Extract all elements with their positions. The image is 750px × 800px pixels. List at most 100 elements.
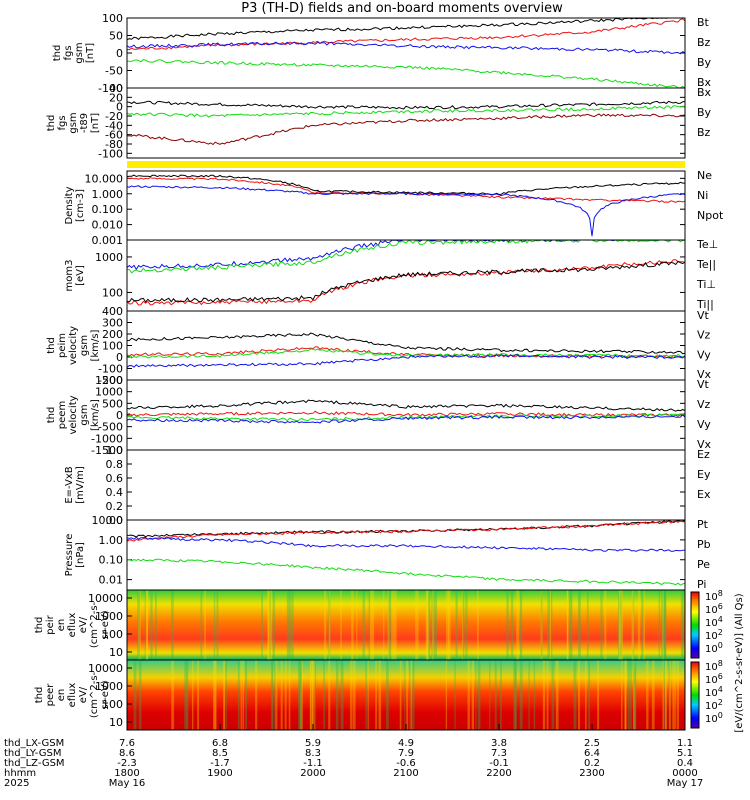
y-axis-label-line: eV/ — [78, 616, 89, 633]
y-axis-label-line: sr-eV) — [100, 610, 111, 639]
colorbar-tick-label: 106 — [705, 672, 723, 686]
legend-Bt: Bt — [697, 16, 710, 29]
spectrogram-stripe — [651, 660, 655, 730]
spectrogram-stripe — [356, 590, 358, 660]
legend-Bx: Bx — [697, 86, 712, 99]
spectrogram-stripe — [431, 590, 433, 660]
y-tick-label: -100 — [98, 363, 123, 376]
y-axis-label-line: gsm — [79, 335, 90, 356]
y-tick-label: 0.10 — [99, 554, 124, 567]
y-tick-label: 1000 — [95, 251, 123, 264]
legend-Ne: Ne — [697, 169, 712, 182]
colorbar-gradient — [690, 661, 700, 729]
spectrogram-stripe — [578, 590, 580, 660]
x-tick-label: 0000 — [672, 768, 697, 779]
x-tick-label: 2100 — [393, 768, 418, 779]
spectrogram-stripe — [409, 660, 411, 730]
y-axis-label: E=-VxB [mV/m] — [64, 466, 86, 504]
y-tick-label: -80 — [105, 138, 123, 151]
y-tick-label: 10.000 — [85, 172, 124, 185]
y-tick-label: 1.00 — [99, 534, 124, 547]
spectrogram-stripe — [216, 590, 219, 660]
y-tick-label: -40 — [105, 119, 123, 132]
spectrogram-stripe — [415, 590, 418, 660]
spectrogram-stripe — [646, 660, 649, 730]
spectrogram-stripe — [555, 660, 559, 730]
spectrogram-stripe — [664, 590, 667, 660]
legend-By: By — [697, 56, 712, 69]
y-axis-label-line: [nT] — [85, 43, 96, 63]
spectrogram-stripe — [519, 660, 523, 730]
series-Pt-line — [126, 519, 686, 538]
legend-Vy: Vy — [697, 348, 711, 361]
spectrogram-stripe — [261, 590, 263, 660]
y-axis-label-line: (cm^2-s- — [89, 601, 100, 648]
y-tick-label: 10.00 — [92, 514, 124, 527]
y-axis-label-line: [eV] — [75, 265, 86, 286]
spectrogram-stripe — [365, 660, 367, 730]
spectrogram-stripe — [455, 590, 458, 660]
spectrogram-stripe — [432, 590, 435, 660]
spectrogram-stripe — [471, 660, 475, 730]
spectrogram-stripe — [223, 660, 225, 730]
spectrogram-stripe — [542, 660, 546, 730]
legend-Ti⊥: Ti⊥ — [696, 278, 716, 291]
x-tick-label: 0.4 — [677, 758, 693, 769]
spectrogram-stripe — [550, 590, 553, 660]
x-tick-label: 3.8 — [491, 738, 507, 749]
colorbar-tick-label: 102 — [705, 698, 723, 712]
y-axis-label: thd peer en eflux eV/(cm^2-s-sr-eV) — [34, 671, 111, 718]
spectrogram-stripe — [586, 590, 589, 660]
legend-Vx: Vx — [697, 368, 712, 381]
legend-Vz: Vz — [697, 329, 711, 342]
x-tick-label: 8.3 — [305, 748, 321, 759]
spectrogram-stripe — [270, 590, 273, 660]
spectrogram-stripe — [547, 590, 551, 660]
y-tick-label: 10000 — [88, 662, 123, 675]
series-Bx-line — [126, 100, 686, 110]
y-axis-label-line: [km/s] — [90, 399, 101, 431]
y-axis-label-line: [km/s] — [90, 329, 101, 361]
spectrogram-stripe — [387, 590, 390, 660]
x-row-label: thd_LZ-GSM — [4, 758, 65, 769]
spectrogram-stripe — [399, 660, 402, 730]
spectrogram-stripe — [352, 660, 356, 730]
spectrogram-stripe — [570, 590, 573, 660]
legend-Ey: Ey — [697, 468, 711, 481]
colorbar-tick-label: 108 — [705, 589, 723, 603]
spectrogram-stripe — [634, 660, 637, 730]
spectrogram-stripe — [298, 660, 301, 730]
legend-Te||: Te|| — [696, 258, 716, 271]
y-axis-label-line: thd — [46, 337, 57, 354]
spectrogram-stripe — [629, 660, 632, 730]
colorbar-tick-label: 104 — [705, 615, 723, 629]
series-Bx-line — [127, 59, 686, 89]
legend-Ni: Ni — [697, 189, 708, 202]
series-Pi-line — [126, 536, 686, 552]
spectrogram-stripe — [467, 660, 470, 730]
spectrogram-stripe — [270, 660, 273, 730]
y-axis-label: thd peim velocity gsm [km/s] — [46, 326, 101, 365]
spectrogram-stripe — [631, 590, 634, 660]
spectrogram-stripe — [597, 660, 600, 730]
x-tick-label: 2300 — [579, 768, 604, 779]
spectrogram-stripe — [309, 660, 312, 730]
legend-Npot: Npot — [697, 209, 724, 222]
colorbar-tick-label: 104 — [705, 685, 723, 699]
y-tick-label: 0.6 — [106, 472, 124, 485]
spectrogram-stripe — [375, 660, 377, 730]
spectrogram-stripe — [680, 590, 683, 660]
spectrogram-stripe — [426, 590, 430, 660]
series-By-line — [126, 41, 686, 55]
series-By-line — [126, 105, 686, 118]
spectrogram-stripe — [494, 660, 497, 730]
y-axis-label-line: peem — [57, 401, 68, 429]
spectrogram-stripe — [669, 660, 671, 730]
colorbar-tick-label: 106 — [705, 602, 723, 616]
spectrogram-stripe — [391, 590, 395, 660]
y-tick-label: -1500 — [91, 444, 123, 457]
spectrogram-stripe — [155, 590, 157, 660]
spectrogram-stripe — [275, 660, 278, 730]
